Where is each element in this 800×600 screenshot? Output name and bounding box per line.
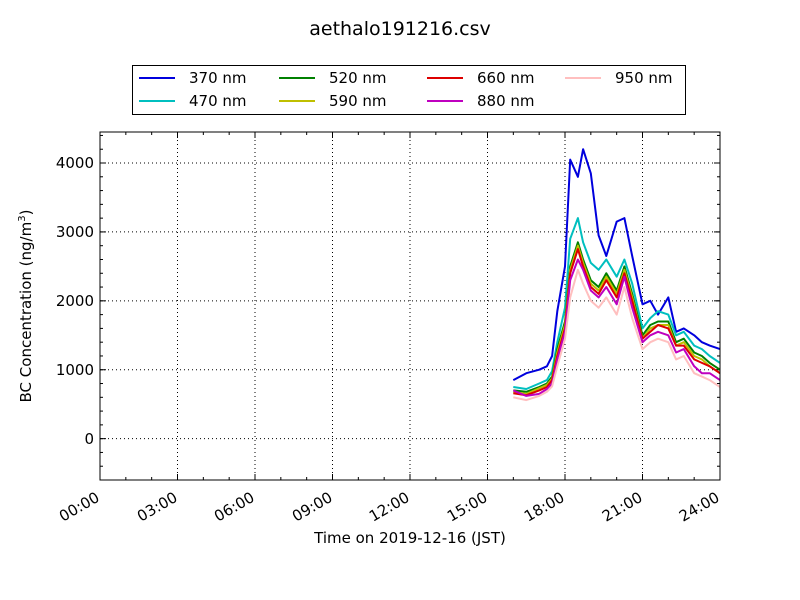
legend-item: 590 nm bbox=[279, 91, 387, 111]
y-tick-label: 0 bbox=[84, 429, 94, 448]
legend-label: 590 nm bbox=[329, 92, 387, 110]
series-line-880-nm bbox=[512, 258, 721, 397]
plot-frame bbox=[99, 131, 721, 481]
y-tick-label: 2000 bbox=[55, 291, 94, 310]
y-tick-label: 1000 bbox=[55, 360, 94, 379]
series-line-370-nm bbox=[512, 148, 721, 381]
chart-legend: 370 nm 470 nm 520 nm 590 nm 660 nm 880 nm 950 … bbox=[132, 65, 686, 115]
series-line-660-nm bbox=[513, 248, 721, 397]
legend-swatch bbox=[427, 77, 463, 79]
legend-swatch bbox=[427, 100, 463, 102]
series-line-950-nm bbox=[513, 268, 721, 402]
legend-swatch bbox=[279, 100, 315, 102]
legend-item: 950 nm bbox=[565, 68, 673, 88]
series-line-470-nm bbox=[513, 217, 721, 390]
legend-item: 520 nm bbox=[279, 68, 387, 88]
legend-label: 950 nm bbox=[615, 69, 673, 87]
legend-label: 520 nm bbox=[329, 69, 387, 87]
legend-swatch bbox=[139, 100, 175, 102]
legend-item: 370 nm bbox=[139, 68, 247, 88]
legend-swatch bbox=[139, 77, 175, 79]
legend-item: 880 nm bbox=[427, 91, 535, 111]
y-axis-label: BC Concentration (ng/m3) bbox=[17, 210, 35, 403]
legend-label: 370 nm bbox=[189, 69, 247, 87]
y-axis-label-main: BC Concentration (ng/m bbox=[17, 221, 35, 403]
y-axis-label-end: ) bbox=[17, 209, 35, 216]
y-tick-label: 4000 bbox=[55, 154, 94, 172]
x-axis-label: Time on 2019-12-16 (JST) bbox=[314, 529, 506, 547]
legend-label: 880 nm bbox=[477, 92, 535, 110]
y-tick-label: 3000 bbox=[55, 222, 94, 241]
chart-title: aethalo191216.csv bbox=[309, 18, 491, 40]
legend-label: 660 nm bbox=[477, 69, 535, 87]
legend-label: 470 nm bbox=[189, 92, 247, 110]
legend-item: 660 nm bbox=[427, 68, 535, 88]
y-axis-label-superscript: 3 bbox=[17, 215, 28, 222]
series-line-590-nm bbox=[513, 244, 721, 395]
legend-item: 470 nm bbox=[139, 91, 247, 111]
legend-swatch bbox=[565, 77, 601, 79]
legend-swatch bbox=[279, 77, 315, 79]
